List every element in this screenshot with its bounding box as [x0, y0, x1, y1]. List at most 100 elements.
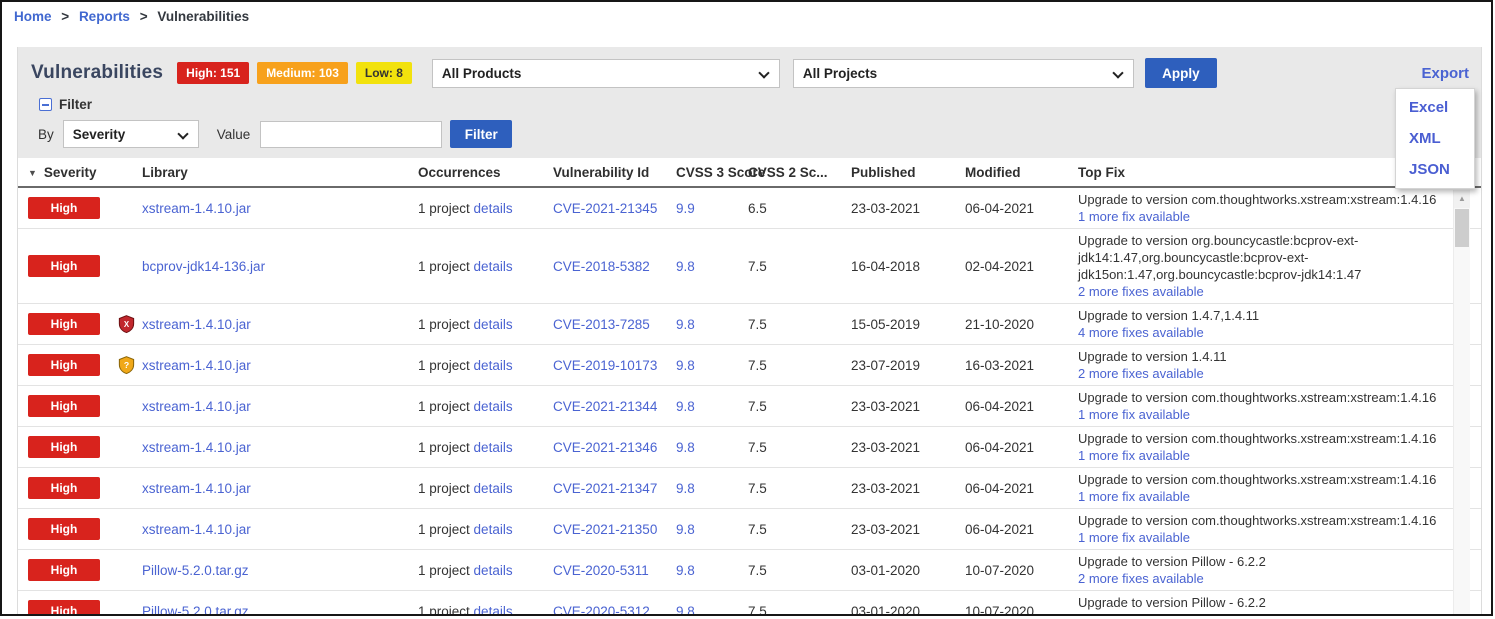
breadcrumb-separator: > — [139, 9, 148, 24]
scroll-up-arrow-icon[interactable]: ▲ — [1454, 190, 1470, 208]
top-fix-text: Upgrade to version 1.4.11 — [1078, 349, 1227, 364]
breadcrumb-reports-link[interactable]: Reports — [78, 9, 130, 24]
table-row: High X ? bcprov-jdk14-136.jar 1 project … — [18, 229, 1481, 304]
cvss3-score-link[interactable]: 9.8 — [676, 562, 695, 578]
column-header-severity[interactable]: ▼ Severity — [28, 164, 97, 180]
cvss3-score-link[interactable]: 9.8 — [676, 521, 695, 537]
library-link[interactable]: xstream-1.4.10.jar — [142, 200, 251, 216]
cvss3-score-link[interactable]: 9.9 — [676, 200, 695, 216]
details-link[interactable]: details — [473, 603, 513, 615]
column-header-cvss3[interactable]: CVSS 3 Score — [676, 164, 766, 180]
cvss3-score-link[interactable]: 9.8 — [676, 398, 695, 414]
column-header-vulnerability-id[interactable]: Vulnerability Id — [553, 164, 650, 180]
library-link[interactable]: xstream-1.4.10.jar — [142, 398, 251, 414]
more-fixes-link[interactable]: 2 more fixes available — [1078, 366, 1204, 381]
table-row: High X ? xstream-1.4.10.jar 1 project de… — [18, 188, 1481, 229]
filter-button[interactable]: Filter — [450, 120, 513, 148]
column-header-modified[interactable]: Modified — [965, 164, 1021, 180]
more-fixes-link[interactable]: 4 more fixes available — [1078, 325, 1204, 340]
medium-count-badge: Medium: 103 — [257, 62, 348, 84]
vulnerability-id-link[interactable]: CVE-2021-21350 — [553, 521, 658, 537]
details-link[interactable]: details — [473, 439, 513, 455]
cvss3-score-link[interactable]: 9.8 — [676, 316, 695, 332]
more-fixes-link[interactable]: 1 more fix available — [1078, 489, 1190, 504]
library-cell: X ? xstream-1.4.10.jar — [112, 201, 406, 216]
library-link[interactable]: Pillow-5.2.0.tar.gz — [142, 562, 249, 578]
cvss2-score-cell: 7.5 — [743, 317, 833, 332]
vulnerability-id-link[interactable]: CVE-2021-21345 — [553, 200, 658, 216]
occurrences-cell: 1 project details — [406, 563, 541, 578]
library-link[interactable]: Pillow-5.2.0.tar.gz — [142, 603, 249, 615]
vulnerability-id-link[interactable]: CVE-2021-21346 — [553, 439, 658, 455]
library-link[interactable]: xstream-1.4.10.jar — [142, 357, 251, 373]
published-cell: 23-07-2019 — [833, 358, 948, 373]
table-row: High X ? Pillow-5.2.0.tar.gz 1 project d… — [18, 550, 1481, 591]
collapse-filter-icon[interactable] — [39, 98, 52, 111]
cvss3-score-link[interactable]: 9.8 — [676, 439, 695, 455]
cvss3-score-cell: 9.8 — [668, 522, 743, 537]
vulnerability-id-link[interactable]: CVE-2018-5382 — [553, 258, 650, 274]
vulnerability-id-link[interactable]: CVE-2013-7285 — [553, 316, 650, 332]
scrollbar-thumb[interactable] — [1455, 209, 1469, 247]
details-link[interactable]: details — [473, 562, 513, 578]
filter-by-select[interactable]: Severity — [63, 121, 198, 147]
library-cell: X ? Pillow-5.2.0.tar.gz — [112, 563, 406, 578]
cvss3-score-link[interactable]: 9.8 — [676, 480, 695, 496]
vulnerability-id-link[interactable]: CVE-2020-5311 — [553, 562, 649, 578]
more-fixes-link[interactable]: 2 more fixes available — [1078, 612, 1204, 614]
cvss3-score-link[interactable]: 9.8 — [676, 603, 695, 615]
export-excel-item[interactable]: Excel — [1409, 99, 1449, 116]
column-header-occurrences[interactable]: Occurrences — [418, 164, 501, 180]
breadcrumb-home-link[interactable]: Home — [14, 9, 52, 24]
products-select[interactable]: All Products — [432, 59, 779, 87]
library-link[interactable]: xstream-1.4.10.jar — [142, 480, 251, 496]
vulnerability-id-cell: CVE-2019-10173 — [541, 358, 668, 373]
filter-value-input[interactable] — [260, 120, 443, 148]
sort-desc-icon: ▼ — [28, 167, 37, 178]
modified-cell: 06-04-2021 — [948, 399, 1063, 414]
more-fixes-link[interactable]: 1 more fix available — [1078, 209, 1190, 224]
vertical-scrollbar[interactable]: ▲ — [1453, 190, 1470, 614]
vulnerability-id-cell: CVE-2021-21345 — [541, 201, 668, 216]
cvss2-score: 7.5 — [748, 521, 767, 537]
column-header-cvss2[interactable]: CVSS 2 Sc... — [748, 164, 828, 180]
column-header-top-fix[interactable]: Top Fix — [1078, 164, 1125, 180]
severity-badge: High — [28, 313, 100, 335]
top-fix-cell: Upgrade to version com.thoughtworks.xstr… — [1063, 468, 1481, 508]
more-fixes-link[interactable]: 1 more fix available — [1078, 407, 1190, 422]
modified-date: 06-04-2021 — [965, 439, 1035, 455]
cvss2-score-cell: 7.5 — [743, 440, 833, 455]
export-xml-item[interactable]: XML — [1409, 130, 1441, 147]
details-link[interactable]: details — [473, 200, 513, 216]
more-fixes-link[interactable]: 1 more fix available — [1078, 448, 1190, 463]
vulnerability-id-cell: CVE-2013-7285 — [541, 317, 668, 332]
vulnerability-id-link[interactable]: CVE-2019-10173 — [553, 357, 658, 373]
library-link[interactable]: xstream-1.4.10.jar — [142, 316, 251, 332]
details-link[interactable]: details — [473, 521, 513, 537]
export-json-item[interactable]: JSON — [1409, 161, 1450, 178]
apply-button[interactable]: Apply — [1144, 58, 1217, 88]
library-cell: X ? xstream-1.4.10.jar — [112, 522, 406, 537]
cvss3-score-link[interactable]: 9.8 — [676, 258, 695, 274]
vulnerability-id-link[interactable]: CVE-2021-21344 — [553, 398, 658, 414]
vulnerability-id-link[interactable]: CVE-2021-21347 — [553, 480, 658, 496]
details-link[interactable]: details — [473, 258, 513, 274]
severity-badge: High — [28, 395, 100, 417]
column-header-published[interactable]: Published — [851, 164, 916, 180]
library-link[interactable]: bcprov-jdk14-136.jar — [142, 258, 266, 274]
details-link[interactable]: details — [473, 398, 513, 414]
vulnerability-id-link[interactable]: CVE-2020-5312 — [553, 603, 650, 615]
export-link[interactable]: Export — [1421, 64, 1469, 82]
more-fixes-link[interactable]: 1 more fix available — [1078, 530, 1190, 545]
more-fixes-link[interactable]: 2 more fixes available — [1078, 571, 1204, 586]
details-link[interactable]: details — [473, 357, 513, 373]
library-link[interactable]: xstream-1.4.10.jar — [142, 439, 251, 455]
cvss3-score-link[interactable]: 9.8 — [676, 357, 695, 373]
projects-select[interactable]: All Projects — [793, 59, 1133, 87]
library-link[interactable]: xstream-1.4.10.jar — [142, 521, 251, 537]
occurrences-cell: 1 project details — [406, 259, 541, 274]
details-link[interactable]: details — [473, 480, 513, 496]
details-link[interactable]: details — [473, 316, 513, 332]
column-header-library[interactable]: Library — [142, 164, 188, 180]
more-fixes-link[interactable]: 2 more fixes available — [1078, 284, 1204, 299]
